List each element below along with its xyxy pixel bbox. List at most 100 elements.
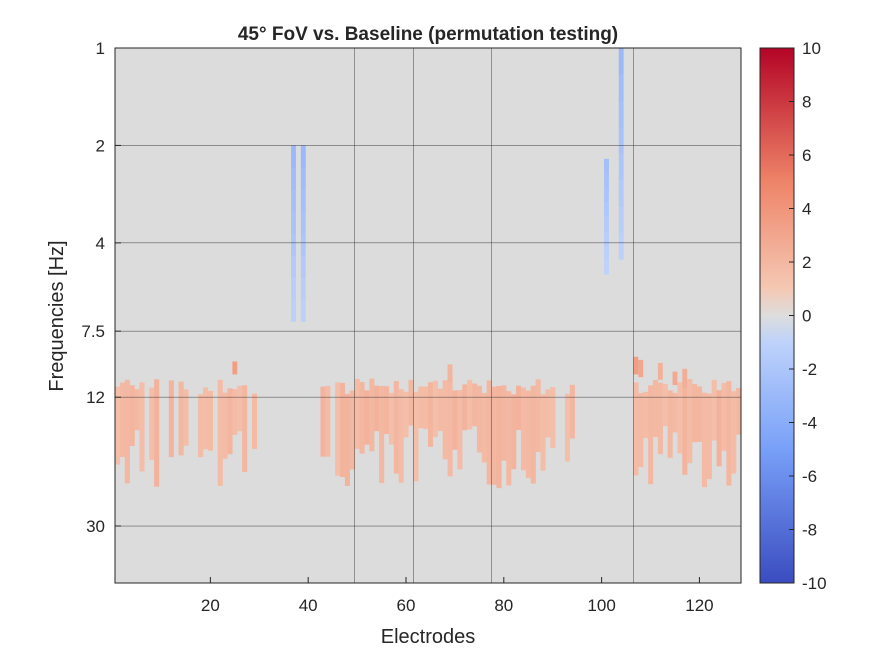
heatmap-cell [437, 388, 443, 431]
heatmap-cell [476, 385, 482, 453]
heatmap-cell [638, 393, 644, 467]
colorbar-tick-label: -6 [802, 467, 817, 486]
heatmap-cell [682, 380, 688, 475]
y-tick-label: 1 [96, 39, 105, 58]
heatmap-cell [496, 386, 502, 489]
heatmap-cell [696, 386, 703, 442]
heatmap-cell [677, 382, 683, 454]
heatmap-cell [545, 389, 551, 438]
heatmap-cell [242, 385, 248, 472]
heatmap-cell [325, 385, 331, 457]
heatmap-cell [731, 391, 737, 474]
heatmap-cell [638, 359, 644, 378]
heatmap-cell [300, 189, 306, 212]
heatmap-cell [354, 378, 360, 449]
heatmap-cell [442, 380, 448, 460]
heatmap-cell [364, 390, 370, 445]
colorbar-tick-label: 6 [802, 146, 811, 165]
heatmap-cell [525, 390, 531, 478]
heatmap-cell [604, 202, 609, 217]
heatmap-cell [291, 145, 296, 168]
plot-area [114, 47, 742, 584]
heatmap-cell [604, 230, 609, 246]
y-tick-label: 12 [86, 388, 105, 407]
plot-background [115, 48, 741, 583]
heatmap-cell [418, 386, 424, 429]
heatmap-cell [408, 379, 414, 426]
x-tick-label: 120 [685, 596, 713, 615]
heatmap-cell [232, 361, 238, 375]
heatmap-cell [604, 158, 609, 174]
heatmap-cell [667, 390, 673, 458]
heatmap-cell [618, 180, 624, 207]
heatmap-cell [516, 385, 522, 431]
heatmap-cell [447, 364, 453, 383]
colorbar-tick-label: 4 [802, 200, 811, 219]
heatmap-cell [300, 255, 306, 278]
heatmap-cell [462, 384, 468, 431]
heatmap-cell [467, 379, 473, 430]
heatmap-cell [618, 48, 624, 75]
colorbar-tick-label: 10 [802, 39, 821, 58]
heatmap-cell [291, 277, 296, 300]
heatmap-cell [633, 356, 639, 375]
heatmap-cell [618, 74, 624, 102]
heatmap-cell [447, 378, 453, 477]
heatmap-cell [168, 380, 174, 458]
heatmap-cell [486, 380, 492, 485]
heatmap-cell [701, 392, 707, 488]
heatmap-cell [149, 387, 155, 460]
heatmap-cell [604, 216, 609, 232]
heatmap-cell [320, 386, 326, 457]
heatmap-cell [569, 384, 575, 439]
heatmap-cell [687, 378, 693, 464]
heatmap-cell [291, 211, 296, 234]
colorbar-tick-label: 8 [802, 93, 811, 112]
heatmap-cell [618, 232, 624, 260]
heatmap-cell [374, 385, 380, 432]
heatmap-cell [129, 385, 135, 446]
heatmap-cell [472, 383, 478, 427]
colorbar: -10 -8 -6 -4 -2 0 2 4 6 8 10 [759, 39, 827, 593]
x-tick-label: 40 [299, 596, 318, 615]
heatmap-cell [564, 393, 571, 462]
heatmap-cell [506, 391, 512, 486]
heatmap-cell [604, 245, 609, 261]
colorbar-tick-label: -8 [802, 521, 817, 540]
heatmap-cell [139, 382, 145, 472]
heatmap-cell [300, 167, 306, 190]
heatmap-cell [535, 379, 541, 452]
heatmap-cell [291, 189, 296, 212]
heatmap-cell [124, 379, 130, 484]
heatmap-cell [349, 390, 355, 470]
heatmap-cell [335, 382, 341, 476]
heatmap-cell [692, 384, 698, 443]
x-axis-label: Electrodes [381, 626, 476, 648]
heatmap-cell [452, 390, 458, 450]
heatmap-cell [511, 394, 517, 470]
heatmap-cell [672, 371, 678, 386]
heatmap-cell [154, 379, 160, 487]
heatmap-cell [736, 388, 741, 435]
heatmap-cell [300, 145, 306, 168]
heatmap-cell [237, 385, 243, 432]
heatmap-cell [291, 233, 296, 256]
heatmap-cell [251, 393, 258, 449]
heatmap-cell [540, 394, 546, 471]
y-tick-label: 2 [96, 136, 105, 155]
heatmap-cell [291, 299, 296, 322]
y-tick-label: 30 [86, 517, 105, 536]
heatmap-cell [657, 382, 663, 455]
heatmap-cell [383, 386, 390, 435]
heatmap-cell [706, 393, 712, 480]
heatmap-cell [217, 379, 223, 486]
heatmap-cell [618, 127, 624, 154]
heatmap-cell [604, 259, 609, 275]
heatmap-cell [232, 389, 238, 435]
heatmap-cell [716, 390, 722, 467]
heatmap-cell [491, 386, 497, 485]
heatmap-cell [618, 100, 624, 128]
heatmap-cell [481, 392, 487, 463]
heatmap-cell [520, 387, 527, 471]
